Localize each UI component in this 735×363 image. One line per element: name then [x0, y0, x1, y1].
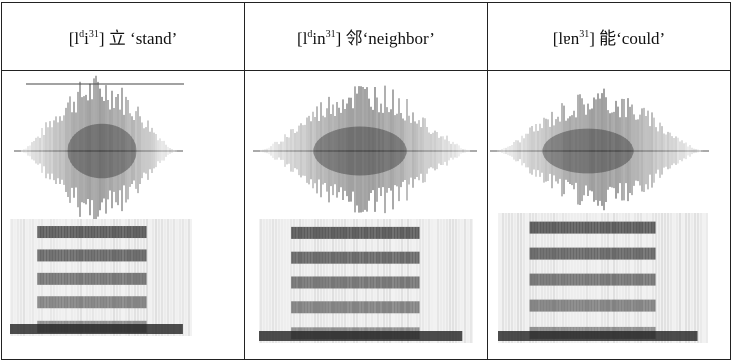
ipa-close: ] — [335, 29, 342, 48]
ipa-segment: in — [312, 29, 326, 48]
tone-superscript: 31 — [325, 29, 336, 40]
ipa-superscript: d — [307, 29, 313, 40]
tone-superscript: 31 — [579, 29, 590, 40]
panel-cell-2 — [244, 70, 488, 360]
panel-cell-3 — [487, 70, 731, 360]
waveform-spectrogram-table: [ldi31] 立 ‘stand’ [ldin31] 邻‘neighbor’ [… — [1, 2, 731, 360]
waveform-spectrogram-image — [253, 85, 477, 343]
gloss: 邻‘neighbor’ — [341, 29, 435, 48]
ipa-superscript: d — [79, 29, 85, 40]
panel-cell-1 — [1, 70, 245, 360]
column-header-neighbor: [ldin31] 邻‘neighbor’ — [244, 2, 488, 71]
figure: [ldi31] 立 ‘stand’ [ldin31] 邻‘neighbor’ [… — [1, 2, 731, 360]
panel-stand — [2, 71, 244, 359]
tone-superscript: 31 — [88, 29, 99, 40]
ipa-segment: i — [84, 29, 89, 48]
ipa-segment: ɐn — [563, 29, 580, 48]
panel-could — [488, 71, 730, 359]
ipa-open: [l — [552, 29, 564, 48]
column-header-could: [lɐn31] 能‘could’ — [487, 2, 731, 71]
gloss: 能‘could’ — [594, 29, 666, 48]
waveform-spectrogram-image — [10, 75, 192, 336]
ipa-close: ] — [98, 29, 105, 48]
ipa-open: [l — [68, 29, 80, 48]
ipa-open: [l — [297, 29, 308, 48]
panel-neighbor — [245, 71, 487, 359]
header-row: [ldi31] 立 ‘stand’ [ldin31] 邻‘neighbor’ [… — [1, 2, 731, 71]
gloss: 立 ‘stand’ — [104, 29, 178, 48]
ipa-close: ] — [589, 29, 595, 48]
figure-row — [1, 70, 731, 360]
column-header-stand: [ldi31] 立 ‘stand’ — [1, 2, 245, 71]
waveform-spectrogram-image — [490, 88, 709, 343]
